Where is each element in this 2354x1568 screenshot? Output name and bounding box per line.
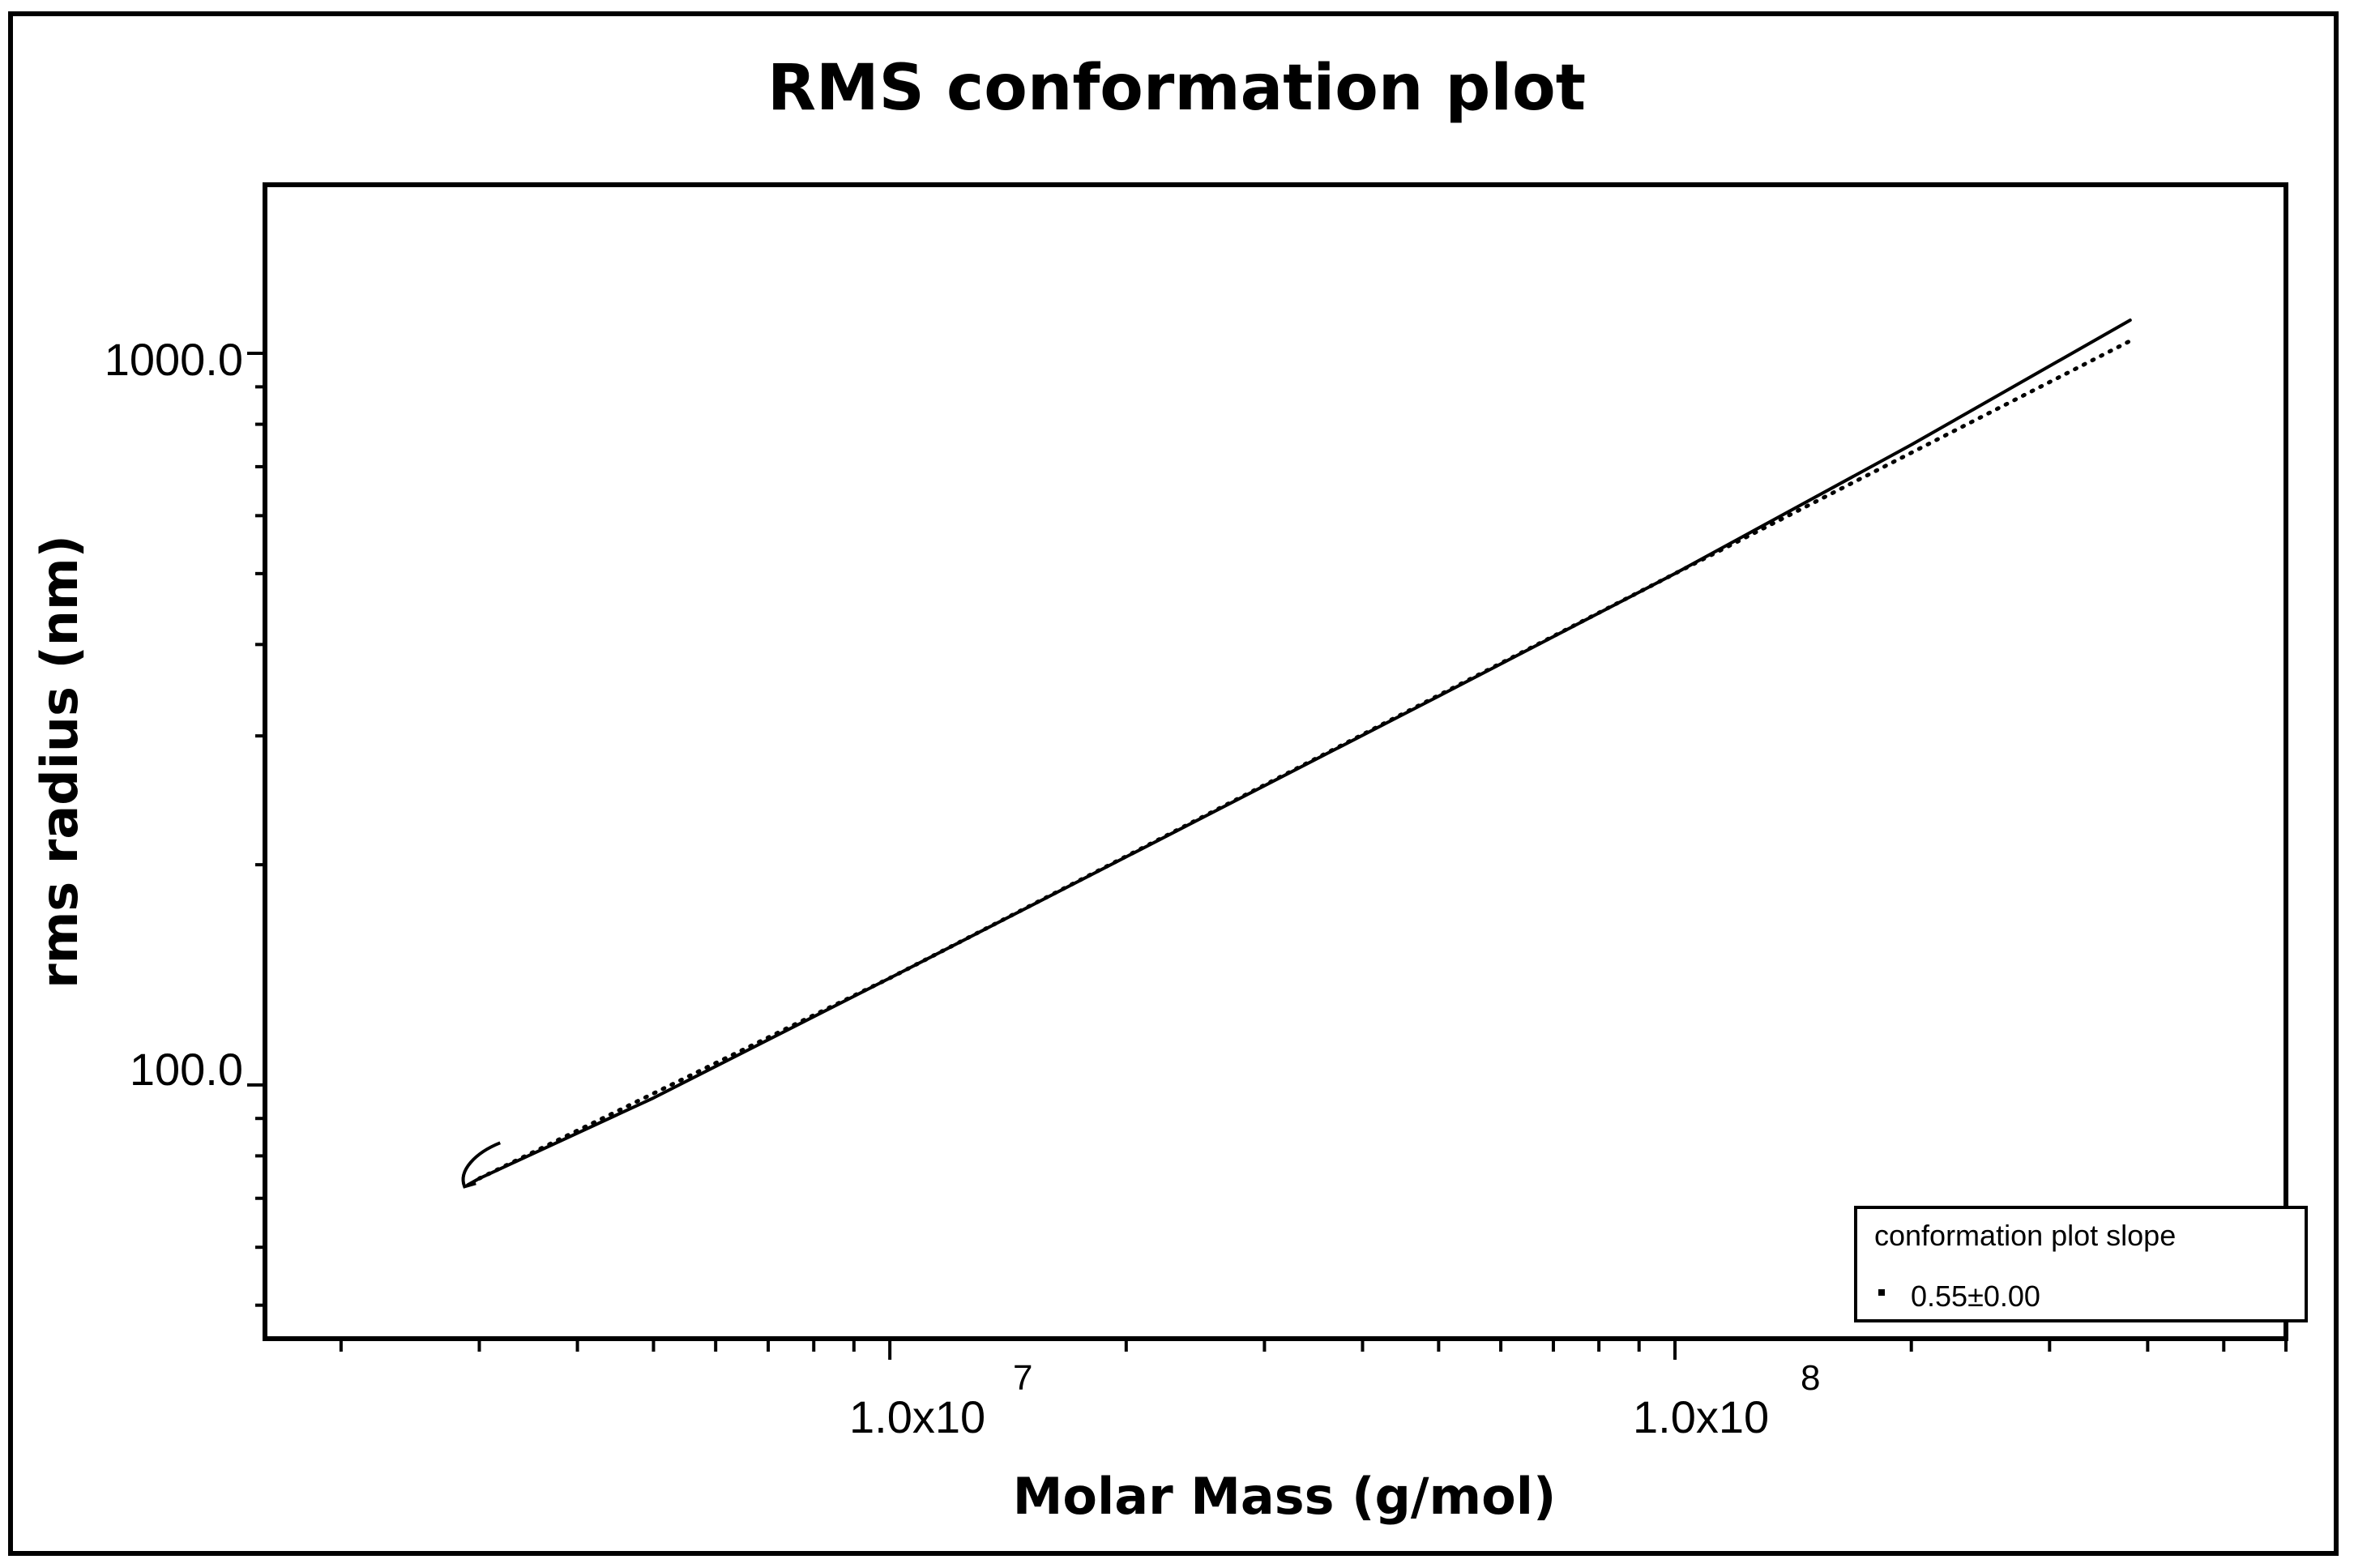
chart-title: RMS conformation plot	[767, 52, 1586, 125]
y-axis-ticks	[247, 352, 265, 1307]
legend-box	[1854, 1206, 2308, 1322]
x-tick-label-1e7: 1.0x10 7	[849, 1358, 1032, 1442]
x-tick-label-1e8-exponent: 8	[1801, 1358, 1820, 1398]
x-tick-label-1e7-exponent: 7	[1013, 1358, 1032, 1398]
x-axis-label: Molar Mass (g/mol)	[1013, 1467, 1557, 1526]
legend-entry: 0.55±0.00	[1911, 1280, 2040, 1313]
series-line-0	[466, 318, 2132, 1187]
legend: conformation plot slope 0.55±0.00	[1854, 1206, 2308, 1322]
y-tick-label-100: 100.0	[130, 1044, 243, 1095]
legend-marker	[1878, 1289, 1885, 1296]
y-axis-label: rms radius (nm)	[30, 535, 89, 989]
series-start-hook	[461, 1141, 501, 1189]
x-tick-label-1e8: 1.0x10 8	[1633, 1358, 1820, 1442]
legend-title: conformation plot slope	[1874, 1219, 2176, 1252]
x-tick-label-1e7-mantissa: 1.0x10	[849, 1391, 985, 1442]
plot-area	[263, 182, 2288, 1341]
x-axis-ticks	[339, 1339, 2288, 1360]
x-tick-label-1e8-mantissa: 1.0x10	[1633, 1391, 1769, 1442]
y-tick-label-1000: 1000.0	[105, 334, 243, 385]
series-line-1	[477, 339, 2133, 1181]
series-layer	[461, 318, 2133, 1189]
